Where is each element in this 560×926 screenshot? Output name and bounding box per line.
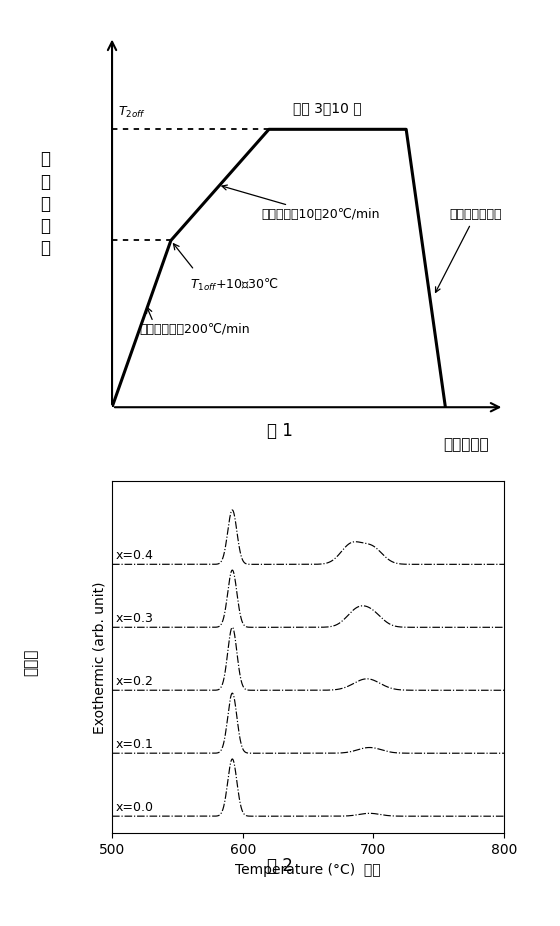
Text: 图 1: 图 1 [267, 421, 293, 440]
Text: x=0.2: x=0.2 [116, 674, 154, 687]
Text: $T_{2off}$: $T_{2off}$ [118, 106, 146, 120]
Text: 差热峰: 差热峰 [24, 648, 38, 676]
Text: x=0.1: x=0.1 [116, 737, 154, 750]
Text: 适速升温，10－20℃/min: 适速升温，10－20℃/min [222, 185, 380, 221]
Text: x=0.3: x=0.3 [116, 611, 154, 624]
Text: 热
处
理
温
度: 热 处 理 温 度 [40, 150, 50, 257]
Text: 图 2: 图 2 [267, 857, 293, 875]
Text: 热处理时间: 热处理时间 [443, 437, 488, 452]
Text: x=0.0: x=0.0 [116, 800, 154, 813]
Y-axis label: Exothermic (arb. unit): Exothermic (arb. unit) [92, 582, 106, 733]
Text: $T_{1off}$+10～30℃: $T_{1off}$+10～30℃ [190, 277, 279, 294]
Text: x=0.4: x=0.4 [116, 548, 154, 562]
Text: 保温 3－10 分: 保温 3－10 分 [293, 101, 362, 115]
Text: 快速升温，～200℃/min: 快速升温，～200℃/min [139, 323, 250, 336]
X-axis label: Temperature (°C)  温度: Temperature (°C) 温度 [235, 863, 381, 877]
Text: 快速淬火到室温: 快速淬火到室温 [435, 208, 502, 293]
